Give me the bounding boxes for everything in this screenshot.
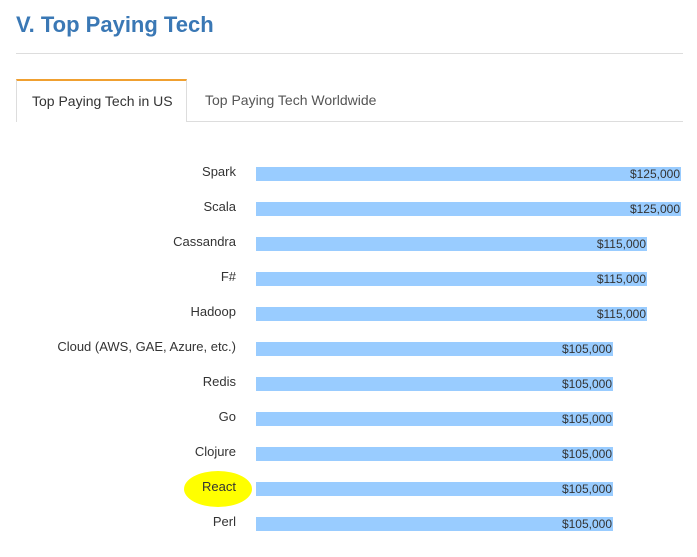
tab-strip: Top Paying Tech in US Top Paying Tech Wo… [16,79,683,122]
bar-value-label: $115,000 [597,307,646,321]
category-label: Clojure [195,444,236,459]
bar-value-label: $105,000 [562,412,612,426]
bar [256,447,613,461]
bar-value-label: $115,000 [597,272,646,286]
bar [256,412,613,426]
category-label: React [202,479,236,494]
bar [256,482,613,496]
category-label: Redis [203,374,237,389]
bar [256,517,613,531]
tab-top-paying-tech-worldwide[interactable]: Top Paying Tech Worldwide [205,92,377,108]
bar-chart-svg: Spark $125,000 Scala $125,000 Cassandra $115,… [57,164,681,531]
bar-value-label: $105,000 [562,342,612,356]
bar-value-label: $105,000 [562,447,612,461]
highlight-marker [184,471,252,507]
bar [256,342,613,356]
section-title: V. Top Paying Tech [16,12,214,37]
category-label: Scala [203,199,236,214]
tab-top-paying-tech-us[interactable]: Top Paying Tech in US [16,79,187,122]
bar-value-label: $105,000 [562,482,612,496]
bar [256,237,647,251]
title-divider [16,53,683,54]
bar [256,307,647,321]
category-label: F# [221,269,237,284]
bar-value-label: $125,000 [630,167,680,181]
bar-chart: Spark $125,000 Scala $125,000 Cassandra $115,… [0,150,697,550]
bar-value-label: $105,000 [562,517,612,531]
category-label: Cassandra [173,234,237,249]
category-label: Cloud (AWS, GAE, Azure, etc.) [57,339,236,354]
category-label: Spark [202,164,236,179]
category-label: Hadoop [190,304,236,319]
bar [256,272,647,286]
category-label: Go [219,409,236,424]
bar [256,202,681,216]
bar-value-label: $115,000 [597,237,646,251]
bar [256,377,613,391]
category-label: Perl [213,514,236,529]
bar-value-label: $125,000 [630,202,680,216]
bar [256,167,681,181]
bar-value-label: $105,000 [562,377,612,391]
